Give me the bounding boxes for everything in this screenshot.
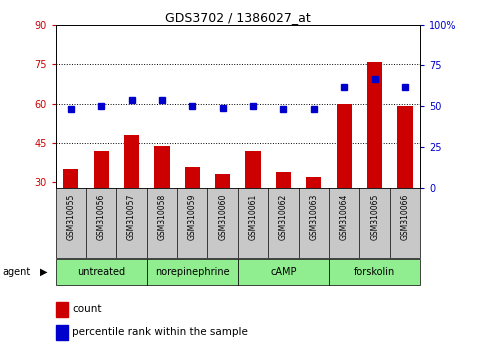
- Text: ▶: ▶: [40, 267, 47, 277]
- Text: GSM310058: GSM310058: [157, 193, 167, 240]
- Text: GSM310066: GSM310066: [400, 193, 410, 240]
- Text: forskolin: forskolin: [354, 267, 395, 277]
- Bar: [56, 302, 68, 317]
- Bar: [154, 145, 170, 188]
- Text: count: count: [72, 304, 101, 314]
- Text: GSM310063: GSM310063: [309, 193, 318, 240]
- Text: GSM310055: GSM310055: [66, 193, 75, 240]
- Title: GDS3702 / 1386027_at: GDS3702 / 1386027_at: [165, 11, 311, 24]
- Bar: [147, 259, 238, 285]
- Bar: [238, 259, 329, 285]
- Bar: [94, 151, 109, 188]
- Text: GSM310057: GSM310057: [127, 193, 136, 240]
- Bar: [276, 172, 291, 188]
- Bar: [215, 175, 230, 188]
- Bar: [398, 106, 412, 188]
- Text: GSM310059: GSM310059: [188, 193, 197, 240]
- Bar: [337, 104, 352, 188]
- Bar: [367, 62, 382, 188]
- Text: GSM310065: GSM310065: [370, 193, 379, 240]
- Text: percentile rank within the sample: percentile rank within the sample: [72, 327, 248, 337]
- Bar: [306, 177, 322, 188]
- Bar: [245, 151, 261, 188]
- Text: GSM310060: GSM310060: [218, 193, 227, 240]
- Bar: [185, 167, 200, 188]
- Bar: [329, 259, 420, 285]
- Bar: [56, 259, 147, 285]
- Text: GSM310062: GSM310062: [279, 193, 288, 240]
- Bar: [56, 325, 68, 340]
- Text: GSM310064: GSM310064: [340, 193, 349, 240]
- Text: norepinephrine: norepinephrine: [155, 267, 229, 277]
- Text: GSM310056: GSM310056: [97, 193, 106, 240]
- Text: GSM310061: GSM310061: [249, 193, 257, 240]
- Text: agent: agent: [2, 267, 30, 277]
- Bar: [63, 169, 78, 188]
- Text: cAMP: cAMP: [270, 267, 297, 277]
- Bar: [124, 135, 139, 188]
- Text: untreated: untreated: [77, 267, 125, 277]
